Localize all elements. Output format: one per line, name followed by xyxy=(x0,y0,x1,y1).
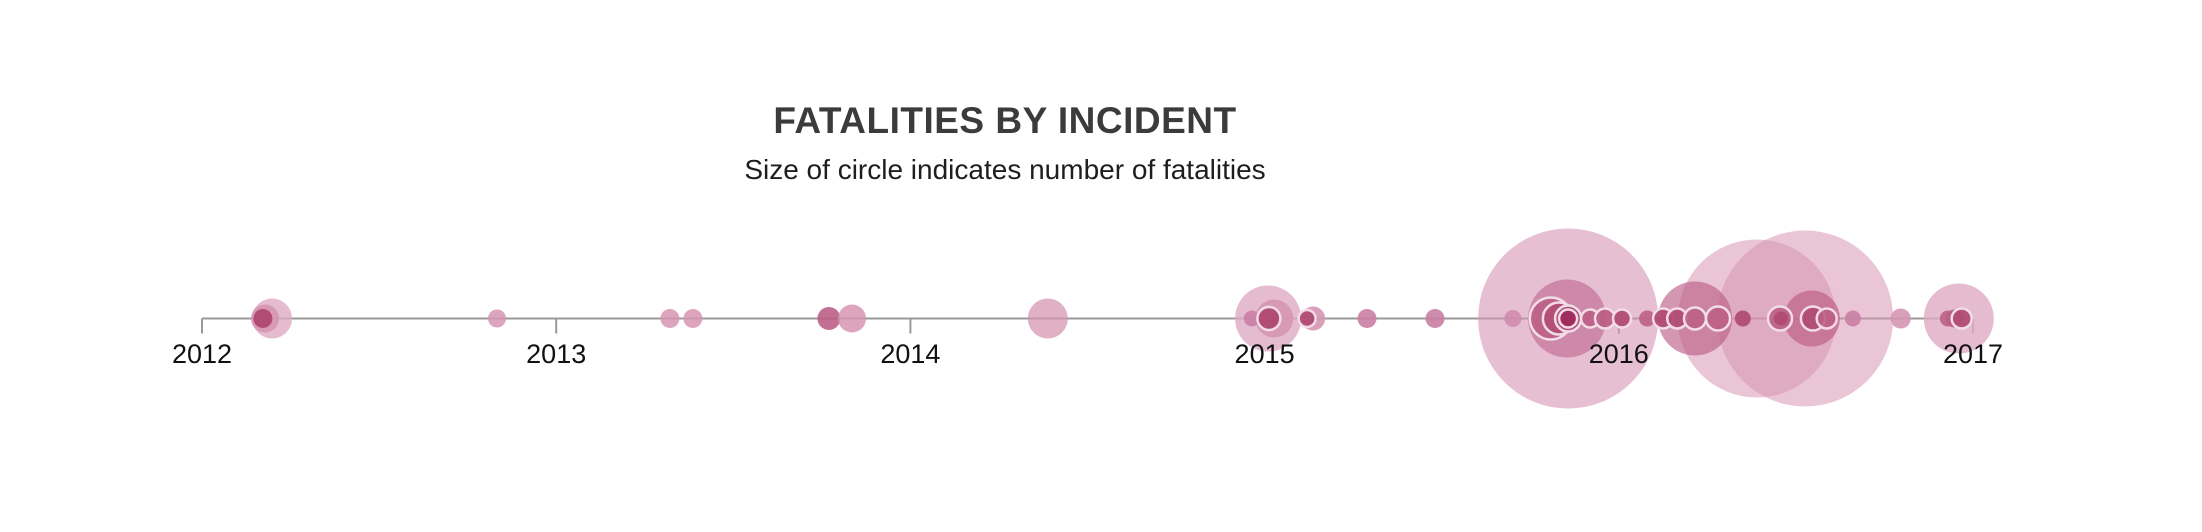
incident-bubble[interactable] xyxy=(1425,309,1445,328)
year-label: 2014 xyxy=(880,339,940,369)
incident-bubble[interactable] xyxy=(1611,308,1633,329)
incident-bubble[interactable] xyxy=(1844,310,1861,327)
incident-bubble[interactable] xyxy=(683,309,703,328)
year-label: 2017 xyxy=(1943,339,2003,369)
incident-bubble[interactable] xyxy=(1774,311,1788,326)
incident-bubble[interactable] xyxy=(1639,310,1656,327)
incident-bubble[interactable] xyxy=(1557,308,1579,329)
year-label: 2016 xyxy=(1589,339,1649,369)
incident-bubble[interactable] xyxy=(1815,307,1838,330)
year-label: 2015 xyxy=(1235,339,1295,369)
incident-bubble[interactable] xyxy=(1243,310,1260,327)
incident-bubble[interactable] xyxy=(1682,306,1708,331)
incident-bubble[interactable] xyxy=(1357,309,1377,328)
year-label: 2012 xyxy=(172,339,232,369)
incident-bubble[interactable] xyxy=(1704,305,1732,332)
incident-bubble[interactable] xyxy=(838,304,866,333)
incident-bubble[interactable] xyxy=(1297,308,1317,329)
incident-bubble[interactable] xyxy=(253,309,273,328)
incident-bubble[interactable] xyxy=(1027,298,1068,339)
incident-bubble[interactable] xyxy=(1890,308,1911,329)
incident-bubble[interactable] xyxy=(1734,310,1751,327)
incident-bubble[interactable] xyxy=(660,309,680,328)
incident-bubble[interactable] xyxy=(1950,307,1973,330)
incident-bubble[interactable] xyxy=(488,309,506,328)
incident-bubble[interactable] xyxy=(817,307,841,330)
year-label: 2013 xyxy=(526,339,586,369)
incident-bubble[interactable] xyxy=(1256,305,1282,332)
